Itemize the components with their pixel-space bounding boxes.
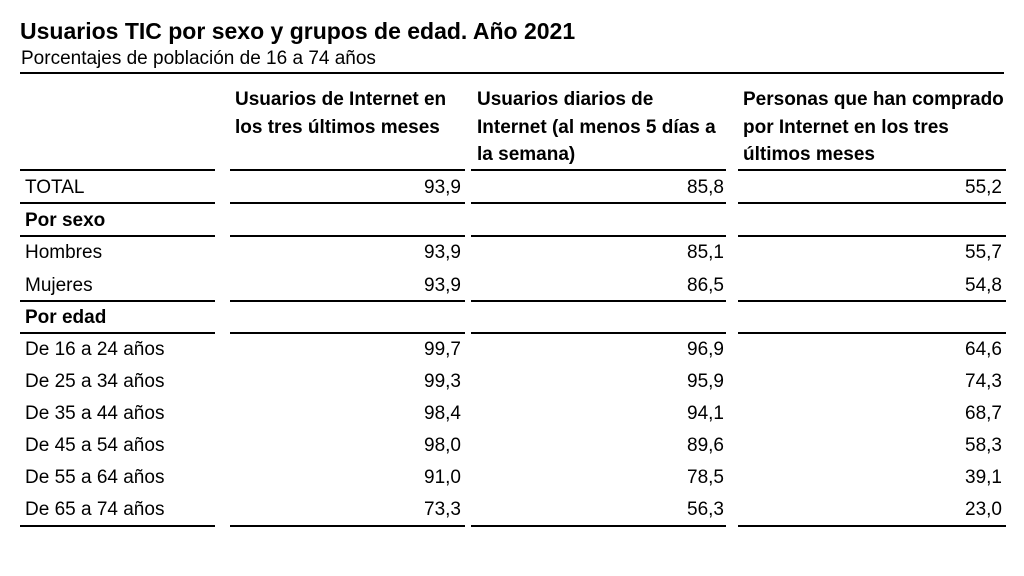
table-cell: 39,1	[965, 467, 1002, 488]
row-rule	[471, 202, 726, 204]
table-cell: 78,5	[687, 467, 724, 488]
table-cell: 68,7	[965, 403, 1002, 424]
column-header-internet-users: Usuarios de Internet en los tres últimos…	[235, 89, 447, 138]
table-cell: 85,1	[687, 242, 724, 263]
table-cell: 85,8	[687, 177, 724, 198]
row-rule	[738, 202, 1006, 204]
table-cell: 93,9	[424, 275, 461, 296]
row-rule	[20, 525, 215, 527]
row-rule	[738, 525, 1006, 527]
row-rule	[738, 169, 1006, 171]
table-cell: 96,9	[687, 339, 724, 360]
row-rule	[20, 202, 215, 204]
table-cell: 95,9	[687, 371, 724, 392]
row-rule	[471, 235, 726, 237]
table-cell: 54,8	[965, 275, 1002, 296]
row-rule	[230, 202, 465, 204]
row-rule	[20, 332, 215, 334]
row-rule	[230, 525, 465, 527]
table-cell: 86,5	[687, 275, 724, 296]
table-subtitle: Porcentajes de población de 16 a 74 años	[21, 48, 376, 69]
row-rule	[20, 300, 215, 302]
top-rule	[20, 72, 1004, 74]
row-label: De 65 a 74 años	[25, 499, 165, 520]
table-cell: 56,3	[687, 499, 724, 520]
column-header-daily-users: Usuarios diarios de Internet (al menos 5…	[477, 89, 716, 165]
row-label: TOTAL	[25, 177, 85, 198]
table-cell: 98,0	[424, 435, 461, 456]
row-rule	[738, 300, 1006, 302]
table-cell: 55,7	[965, 242, 1002, 263]
row-rule	[738, 235, 1006, 237]
row-rule	[230, 169, 465, 171]
table-cell: 74,3	[965, 371, 1002, 392]
row-rule	[738, 332, 1006, 334]
table-cell: 58,3	[965, 435, 1002, 456]
table-cell: 93,9	[424, 177, 461, 198]
table-cell: 64,6	[965, 339, 1002, 360]
row-label: Hombres	[25, 242, 103, 263]
row-label: De 25 a 34 años	[25, 371, 165, 392]
row-label: De 16 a 24 años	[25, 339, 165, 360]
table-cell: 99,3	[424, 371, 461, 392]
row-label: De 35 a 44 años	[25, 403, 165, 424]
table-cell: 98,4	[424, 403, 461, 424]
table-cell: 89,6	[687, 435, 724, 456]
table-cell: 99,7	[424, 339, 461, 360]
column-header-online-buyers: Personas que han comprado por Internet e…	[743, 89, 1004, 165]
table-cell: 73,3	[424, 499, 461, 520]
row-label: De 45 a 54 años	[25, 435, 165, 456]
row-rule	[20, 235, 215, 237]
row-label: Mujeres	[25, 275, 93, 296]
row-rule	[471, 332, 726, 334]
table-cell: 94,1	[687, 403, 724, 424]
row-rule	[230, 332, 465, 334]
row-rule	[471, 525, 726, 527]
row-rule	[20, 169, 215, 171]
row-rule	[471, 169, 726, 171]
table-cell: 23,0	[965, 499, 1002, 520]
row-rule	[471, 300, 726, 302]
table-cell: 93,9	[424, 242, 461, 263]
row-rule	[230, 235, 465, 237]
table-cell: 91,0	[424, 467, 461, 488]
section-label: Por edad	[25, 307, 107, 328]
row-label: De 55 a 64 años	[25, 467, 165, 488]
table-cell: 55,2	[965, 177, 1002, 198]
row-rule	[230, 300, 465, 302]
section-label: Por sexo	[25, 210, 106, 231]
table-title: Usuarios TIC por sexo y grupos de edad. …	[20, 18, 576, 44]
